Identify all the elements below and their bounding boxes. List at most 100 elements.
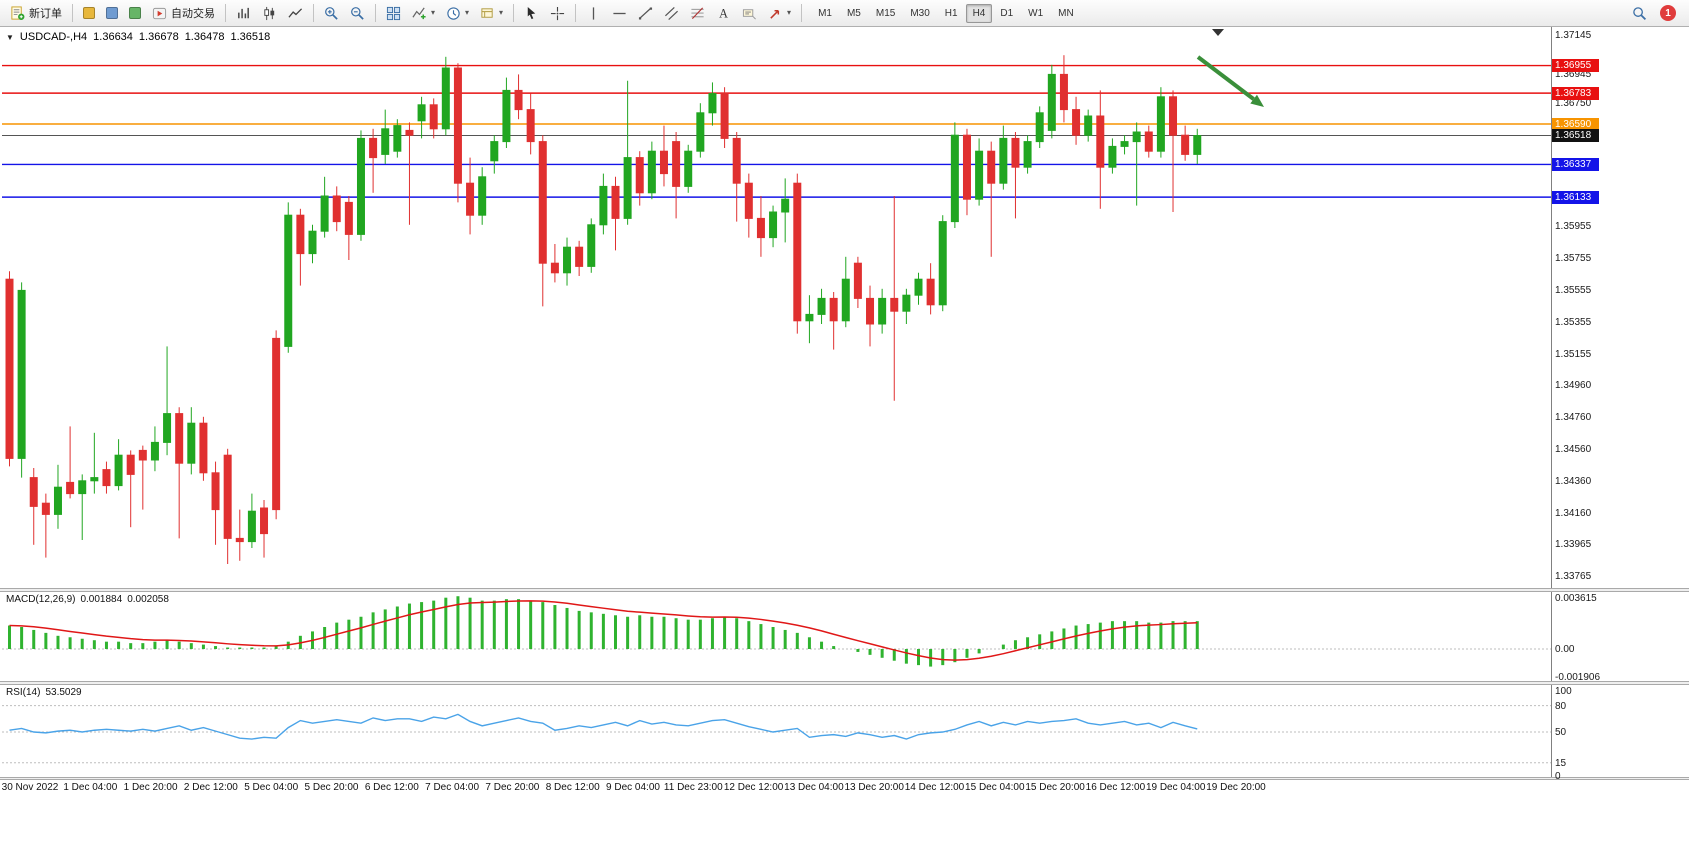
fibonacci-button[interactable] xyxy=(685,2,710,24)
chevron-down-icon: ▾ xyxy=(465,8,470,17)
crosshair-button[interactable] xyxy=(545,2,570,24)
time-label: 14 Dec 12:00 xyxy=(904,782,965,793)
templates-button[interactable]: ▾ xyxy=(475,2,508,24)
timeframe-H4[interactable]: H4 xyxy=(965,3,993,23)
zoom-out-button[interactable] xyxy=(345,2,370,24)
trendline-button[interactable] xyxy=(633,2,658,24)
ohlc-low: 1.36478 xyxy=(184,31,225,43)
price-tick: 1.34360 xyxy=(1555,475,1592,487)
horizontal-line-icon xyxy=(613,12,626,14)
timeframe-H1[interactable]: H1 xyxy=(944,7,958,19)
new-order-button[interactable]: 新订单 xyxy=(5,2,67,24)
timeframe-W1[interactable]: W1 xyxy=(1028,7,1044,19)
templates-icon xyxy=(481,7,493,18)
price-tick: 1.35955 xyxy=(1555,220,1592,232)
macd-histogram xyxy=(8,596,1199,667)
macd-name: MACD(12,26,9) xyxy=(6,594,76,605)
search-button[interactable] xyxy=(1627,2,1652,24)
panel-separator xyxy=(0,777,1689,780)
chart-menu-caret-icon[interactable]: ▼ xyxy=(6,32,14,42)
text-button[interactable]: A xyxy=(711,2,736,24)
horizontal-line-button[interactable] xyxy=(607,2,632,24)
text-label-button[interactable] xyxy=(737,2,762,24)
timeframe-M30[interactable]: M30 xyxy=(910,7,930,19)
new-order-icon xyxy=(11,5,25,20)
time-label: 15 Dec 04:00 xyxy=(965,782,1025,793)
line-chart-icon xyxy=(288,7,303,18)
zoom-in-button[interactable] xyxy=(319,2,344,24)
ohlc-close: 1.36518 xyxy=(230,31,271,43)
trendline-icon xyxy=(638,7,653,19)
sell-direction-arrow-head xyxy=(1250,94,1264,107)
toolbar: 新订单 自动交易 xyxy=(0,0,1689,27)
panel-separator[interactable] xyxy=(0,681,1689,685)
price-tick: 1.37145 xyxy=(1555,30,1592,42)
price-tick: 1.33965 xyxy=(1555,539,1592,550)
ohlc-high: 1.36678 xyxy=(138,31,179,43)
macd-axis-label: 0.00 xyxy=(1555,644,1575,655)
toolbar-separator xyxy=(225,4,226,22)
rsi-axis-label: 100 xyxy=(1555,686,1572,697)
price-badge-1.36783: 1.36783 xyxy=(1552,86,1599,100)
vertical-line-button[interactable] xyxy=(581,2,606,24)
bar-chart-button[interactable] xyxy=(231,2,256,24)
chevron-down-icon: ▾ xyxy=(787,8,792,17)
toolbar-right-group: 1 xyxy=(1627,2,1684,24)
cursor-button[interactable] xyxy=(519,2,544,24)
notification-badge[interactable]: 1 xyxy=(1660,5,1676,21)
timeframe-M1[interactable]: M1 xyxy=(818,7,832,19)
timeframe-MN[interactable]: MN xyxy=(1058,7,1074,19)
timeframe-M15[interactable]: M15 xyxy=(875,7,896,19)
auto-trading-icon xyxy=(152,7,167,19)
timeframe-D1[interactable]: D1 xyxy=(1000,7,1014,19)
market-watch-button[interactable] xyxy=(78,2,100,24)
data-window-button[interactable] xyxy=(101,2,123,24)
channel-button[interactable] xyxy=(659,2,684,24)
macd-value-main: 0.001884 xyxy=(80,594,123,605)
toolbar-separator xyxy=(513,4,515,22)
arrow-tool-icon xyxy=(770,9,780,19)
arrows-button[interactable]: ▾ xyxy=(763,2,796,24)
macd-axis-label: 0.003615 xyxy=(1555,593,1597,604)
rsi-axis-label: 80 xyxy=(1555,700,1567,712)
line-chart-button[interactable] xyxy=(283,2,308,24)
candlestick-chart-button[interactable] xyxy=(257,2,282,24)
price-tick: 1.35755 xyxy=(1555,252,1592,264)
indicators-button[interactable]: ▾ xyxy=(407,2,440,24)
timeframe-M5[interactable]: M5 xyxy=(846,7,861,19)
sell-direction-arrow[interactable] xyxy=(1196,55,1255,101)
time-label: 7 Dec 20:00 xyxy=(485,782,540,793)
cursor-icon xyxy=(527,6,536,19)
text-label-icon xyxy=(742,8,756,19)
auto-trading-label: 自动交易 xyxy=(171,8,215,20)
toolbar-separator xyxy=(72,4,73,22)
toolbar-separator xyxy=(801,4,803,22)
price-tick: 1.35155 xyxy=(1555,348,1592,360)
panel-separator[interactable] xyxy=(0,588,1689,592)
tile-windows-icon xyxy=(386,6,401,20)
macd-axis-label: -0.001906 xyxy=(1555,671,1601,683)
price-badge-1.36133: 1.36133 xyxy=(1552,190,1599,204)
chart-shift-marker[interactable] xyxy=(1212,29,1224,36)
time-axis[interactable]: 30 Nov 2022 1 Dec 04:00 1 Dec 20:00 2 Dec 1… xyxy=(0,781,1551,796)
time-label: 16 Dec 12:00 xyxy=(1085,782,1146,793)
macd-label: MACD(12,26,9) 0.001884 0.002058 xyxy=(6,594,174,605)
channel-icon xyxy=(665,6,679,20)
timeframe-toolbar: M1 M5 M15 M30 H1 H4 D1 W1 MN xyxy=(811,3,1081,23)
rsi-value: 53.5029 xyxy=(45,687,82,698)
clock-icon xyxy=(447,6,460,20)
tile-windows-button[interactable] xyxy=(381,2,406,24)
time-label: 7 Dec 04:00 xyxy=(425,782,480,793)
candles-layer xyxy=(5,55,1202,564)
price-tick: 1.35355 xyxy=(1555,316,1592,328)
periods-button[interactable]: ▾ xyxy=(441,2,474,24)
price-badge-1.36590: 1.36590 xyxy=(1552,117,1599,131)
price-axis[interactable]: 1.37145 1.36945 1.36750 1.35955 1.35755 1.355… xyxy=(1552,0,1689,780)
time-label: 1 Dec 20:00 xyxy=(123,782,178,793)
time-label: 19 Dec 20:00 xyxy=(1206,782,1266,793)
auto-trading-button[interactable]: 自动交易 xyxy=(147,2,220,24)
rsi-axis-label: 15 xyxy=(1555,757,1567,769)
navigator-button[interactable] xyxy=(124,2,146,24)
time-label: 15 Dec 20:00 xyxy=(1025,782,1085,793)
